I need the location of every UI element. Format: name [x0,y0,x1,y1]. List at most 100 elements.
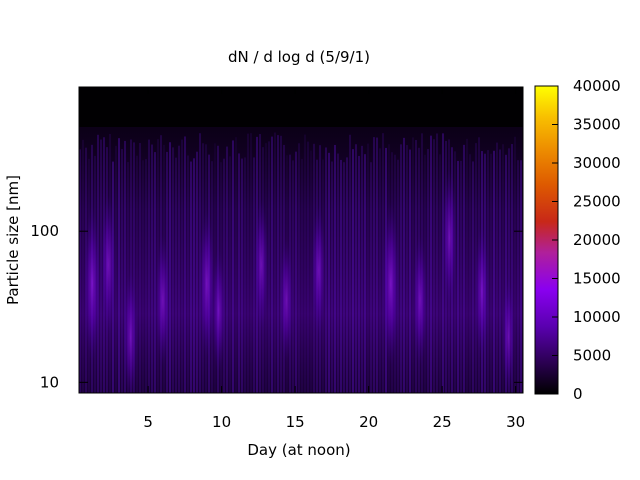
top-empty-band [79,87,523,127]
heatmap-stripe [253,157,255,393]
heatmap-stripe [430,135,432,393]
heatmap-stripe [82,139,84,393]
colorbar-tick-label: 20000 [573,231,621,249]
heatmap-stripe [331,161,333,393]
heatmap-stripe [244,157,246,393]
heatmap-stripe [352,149,354,393]
heatmap-stripe [277,135,279,393]
plot-area [79,87,523,393]
heatmap-stripe [460,160,462,393]
colorbar-tick-label: 35000 [573,116,621,134]
y-tick-label: 10 [40,373,59,391]
heatmap-stripe [433,139,435,393]
heatmap-stripe [154,152,156,393]
heatmap-stripe [517,160,519,393]
heatmap-stripe [511,144,513,393]
heatmap-stripe [115,145,117,393]
heatmap-stripe [439,154,441,393]
heatmap-hotspot [199,209,215,358]
heatmap-stripe [118,138,120,393]
heatmap-stripe [169,142,171,393]
heatmap-stripe [355,144,357,393]
heatmap-stripe [403,137,405,393]
heatmap-stripe [490,153,492,393]
heatmap-stripe [361,145,363,393]
heatmap-stripe [463,144,465,393]
heatmap-stripe [136,155,138,393]
x-tick-label: 10 [212,413,231,431]
heatmap-stripe [250,133,252,393]
heatmap-stripe [328,152,330,393]
x-tick-label: 25 [433,413,452,431]
heatmap-stripe [466,138,468,393]
heatmap-stripe [235,137,237,393]
heatmap-stripe [142,160,144,393]
heatmap-stripe [499,149,501,393]
heatmap-stripe [298,143,300,393]
heatmap-stripe [496,142,498,393]
x-axis-label: Day (at noon) [247,441,350,459]
heatmap-stripe [427,149,429,393]
heatmap-stripe [295,151,297,393]
heatmap-stripe [346,157,348,393]
heatmap-stripe [229,156,231,393]
chart-title: dN / d log d (5/9/1) [228,48,370,66]
heatmap-stripe [502,144,504,393]
heatmap-stripe [175,157,177,393]
heatmap-stripe [178,145,180,393]
x-tick-label: 5 [143,413,153,431]
heatmap-stripe [193,158,195,393]
x-tick-label: 15 [286,413,305,431]
heatmap-stripe [343,162,345,393]
plot-frame [78,86,524,394]
heatmap-stripe [247,133,249,393]
heatmap-stripe [148,139,150,393]
heatmap-hotspot [279,238,294,363]
heatmap-hotspots [84,168,515,393]
heatmap-stripe [133,142,135,393]
heatmap-stripe [172,147,174,393]
heatmap-stripe [268,141,270,393]
heatmap-stripe [151,144,153,393]
colorbar-tick-label: 40000 [573,77,621,95]
heatmap-stripe [238,153,240,393]
heatmap-stripe [292,160,294,393]
heatmap-stripe [196,151,198,393]
heatmap-stripe [376,137,378,393]
heatmap-hotspot [84,205,101,362]
heatmap-hotspot [155,234,170,367]
heatmap-stripe [190,161,192,393]
heatmap-stripe [364,154,366,393]
heatmap-stripe [436,133,438,393]
heatmap-hotspot [501,278,515,393]
heatmap-stripe [370,162,372,393]
heatmap-stripe [340,159,342,393]
colorbar-tick-label: 30000 [573,154,621,172]
heatmap-hotspot [211,248,226,373]
heatmap-stripe [226,146,228,393]
heatmap-stripe [301,158,303,393]
heatmap-hotspot [441,168,457,309]
heatmap-hotspot [474,225,489,358]
heatmap-hotspot [100,194,116,335]
heatmap-stripe [358,155,360,393]
heatmap-stripe [241,158,243,393]
heatmap-stripe [130,139,132,393]
colorbar-tick-label: 0 [573,385,583,403]
heatmap-stripe [310,150,312,393]
x-tick-label: 30 [506,413,525,431]
x-tick-label: 20 [359,413,378,431]
heatmap-hotspot [254,198,269,331]
heatmap-stripe [232,140,234,393]
y-axis-ticks: 10 100 [30,222,523,391]
colorbar-ticks: 0 5000 10000 15000 20000 25000 30000 35000 40000 [552,77,621,403]
heatmap-stripe [520,160,522,393]
heatmap-stripe [181,139,183,393]
heatmap-stripe [274,132,276,393]
heatmap-stripe [379,148,381,393]
heatmap-stripe [508,148,510,393]
colorbar-tick-label: 5000 [573,347,611,365]
heatmap-stripe [514,136,516,393]
heatmap-stripe [505,154,507,393]
